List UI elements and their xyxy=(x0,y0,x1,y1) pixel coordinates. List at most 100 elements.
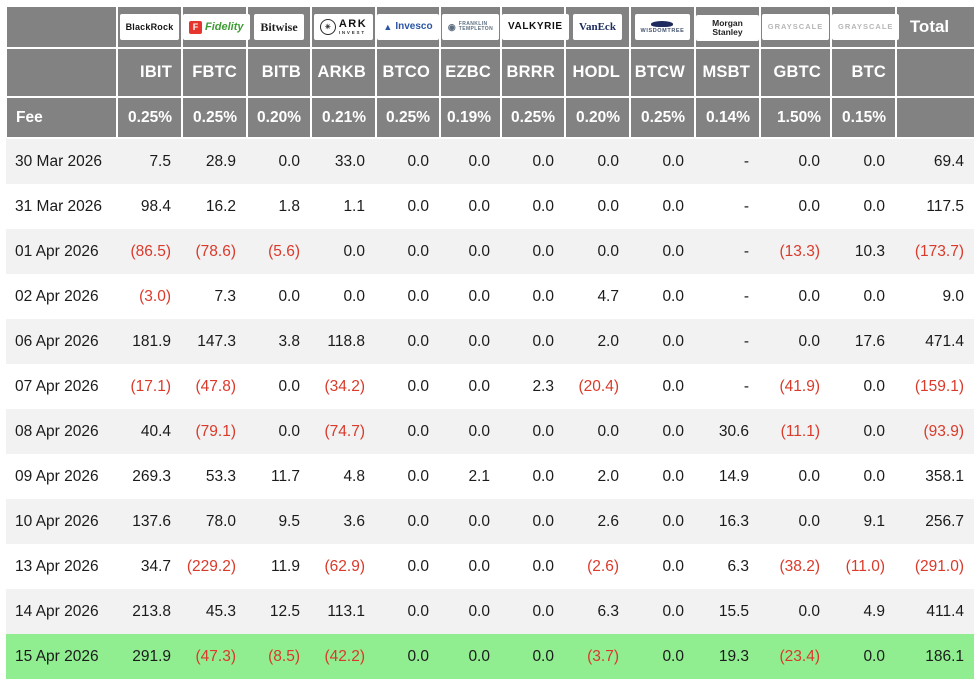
value-bitb: 0.0 xyxy=(278,377,300,395)
ticker-brrr: BRRR xyxy=(500,47,566,98)
ticker-btcw: BTCW xyxy=(629,47,696,98)
value-bitb: 1.8 xyxy=(278,197,300,215)
value-fbtc: 45.3 xyxy=(205,602,236,620)
ark-logo: ✳ ARK INVEST xyxy=(313,14,374,40)
value-total: 411.4 xyxy=(926,602,964,620)
fee-btcw: 0.25% xyxy=(629,96,696,139)
provider-cell-btcw: WISDOMTREE xyxy=(629,5,696,49)
value-total: (173.7) xyxy=(914,242,964,260)
value-msbt: - xyxy=(743,152,749,170)
provider-cell-msbt: Morgan Stanley xyxy=(694,5,761,49)
value-btco: 0.0 xyxy=(407,557,429,575)
provider-cell-btc: GRAYSCALE xyxy=(830,5,900,49)
flow-row: 31 Mar 2026 98.4 16.2 1.8 1.1 0.0 0.0 0.0 0.0 0.0… xyxy=(6,184,974,229)
ticker-arkb: ARKB xyxy=(310,47,377,98)
provider-logo-row: BlackRock F Fidelity Bitwise ✳ ARK INVEST ▲ Inve… xyxy=(5,5,974,49)
ticker-btco: BTCO xyxy=(375,47,441,98)
grayscale-logo: GRAYSCALE xyxy=(832,14,900,40)
franklin-logo: ◉ FRANKLIN TEMPLETON xyxy=(441,14,500,40)
value-msbt: - xyxy=(743,377,749,395)
value-arkb: (62.9) xyxy=(324,557,366,575)
value-arkb: 1.1 xyxy=(343,197,365,215)
value-ezbc: 0.0 xyxy=(468,287,490,305)
value-fbtc: 78.0 xyxy=(205,512,236,530)
value-brrr: 0.0 xyxy=(532,242,554,260)
ticker-fbtc: FBTC xyxy=(181,47,248,98)
value-ibit: 213.8 xyxy=(132,602,171,620)
value-gbtc: (38.2) xyxy=(779,557,821,575)
date-cell: 13 Apr 2026 xyxy=(15,557,99,575)
value-ezbc: 0.0 xyxy=(468,332,490,350)
value-btco: 0.0 xyxy=(407,152,429,170)
value-brrr: 0.0 xyxy=(532,422,554,440)
logo-text: Invesco xyxy=(395,21,433,32)
value-btc: (11.0) xyxy=(845,557,885,575)
value-msbt: - xyxy=(743,287,749,305)
flow-row: 13 Apr 2026 34.7 (229.2) 11.9 (62.9) 0.0 0.0 0.… xyxy=(6,544,974,589)
ticker-gbtc: GBTC xyxy=(759,47,832,98)
value-btcw: 0.0 xyxy=(662,467,684,485)
value-brrr: 0.0 xyxy=(532,197,554,215)
fee-arkb: 0.21% xyxy=(310,96,377,139)
value-btc: 17.6 xyxy=(854,332,885,350)
flow-row: 08 Apr 2026 40.4 (79.1) 0.0 (74.7) 0.0 0.0 0.0 0… xyxy=(6,409,974,454)
value-gbtc: 0.0 xyxy=(798,602,820,620)
date-cell: 15 Apr 2026 xyxy=(15,647,99,665)
value-gbtc: (13.3) xyxy=(779,242,821,260)
value-msbt: - xyxy=(743,242,749,260)
value-bitb: 3.8 xyxy=(278,332,300,350)
fee-label: Fee xyxy=(5,96,118,139)
value-gbtc: 0.0 xyxy=(798,512,820,530)
logo-text: ARK xyxy=(338,17,368,30)
logo-text: VanEck xyxy=(579,20,616,33)
value-btcw: 0.0 xyxy=(662,512,684,530)
value-brrr: 2.3 xyxy=(532,377,554,395)
value-hodl: 6.3 xyxy=(597,602,619,620)
value-btc: 0.0 xyxy=(863,377,885,395)
provider-cell-gbtc: GRAYSCALE xyxy=(759,5,832,49)
value-gbtc: (11.1) xyxy=(780,422,820,440)
ticker-hodl: HODL xyxy=(564,47,631,98)
fee-total-spacer xyxy=(895,96,974,139)
ticker-bitb: BITB xyxy=(246,47,312,98)
fee-ezbc: 0.19% xyxy=(439,96,502,139)
ticker-corner-cell xyxy=(5,47,118,98)
value-bitb: (5.6) xyxy=(268,242,300,260)
value-msbt: 15.5 xyxy=(718,602,749,620)
fee-btc: 0.15% xyxy=(830,96,897,139)
value-bitb: 11.7 xyxy=(270,467,300,485)
invesco-icon: ▲ xyxy=(383,21,393,32)
value-btcw: 0.0 xyxy=(662,422,684,440)
value-total: 117.5 xyxy=(926,197,964,215)
value-ezbc: 0.0 xyxy=(468,377,490,395)
value-hodl: 2.0 xyxy=(597,332,619,350)
date-cell: 31 Mar 2026 xyxy=(15,197,103,215)
value-arkb: (74.7) xyxy=(324,422,366,440)
logo-text: GRAYSCALE xyxy=(838,22,894,32)
value-fbtc: (79.1) xyxy=(195,422,237,440)
value-total: 358.1 xyxy=(925,467,964,485)
value-msbt: 6.3 xyxy=(727,557,749,575)
fee-hodl: 0.20% xyxy=(564,96,631,139)
value-gbtc: 0.0 xyxy=(798,197,820,215)
value-btco: 0.0 xyxy=(407,512,429,530)
grayscale-logo: GRAYSCALE xyxy=(761,14,830,40)
value-ezbc: 0.0 xyxy=(468,197,490,215)
value-btc: 0.0 xyxy=(863,422,885,440)
flow-data-body: 30 Mar 2026 7.5 28.9 0.0 33.0 0.0 0.0 0.0 0.0 0.0… xyxy=(6,138,974,679)
fee-btco: 0.25% xyxy=(375,96,441,139)
value-ezbc: 0.0 xyxy=(468,647,490,665)
ark-logo-text: ARK INVEST xyxy=(338,17,368,36)
flow-row: 14 Apr 2026 213.8 45.3 12.5 113.1 0.0 0.0 0.0 6.… xyxy=(6,589,974,634)
date-cell: 14 Apr 2026 xyxy=(15,602,99,620)
value-arkb: 113.1 xyxy=(327,602,365,620)
total-header: Total xyxy=(895,5,974,49)
morgan-logo: Morgan Stanley xyxy=(696,14,759,41)
value-btco: 0.0 xyxy=(407,377,429,395)
value-ibit: (17.1) xyxy=(130,377,172,395)
value-msbt: 14.9 xyxy=(718,467,749,485)
provider-cell-brrr: VALKYRIE xyxy=(500,5,569,49)
value-bitb: 9.5 xyxy=(278,512,300,530)
date-cell: 01 Apr 2026 xyxy=(15,242,99,260)
